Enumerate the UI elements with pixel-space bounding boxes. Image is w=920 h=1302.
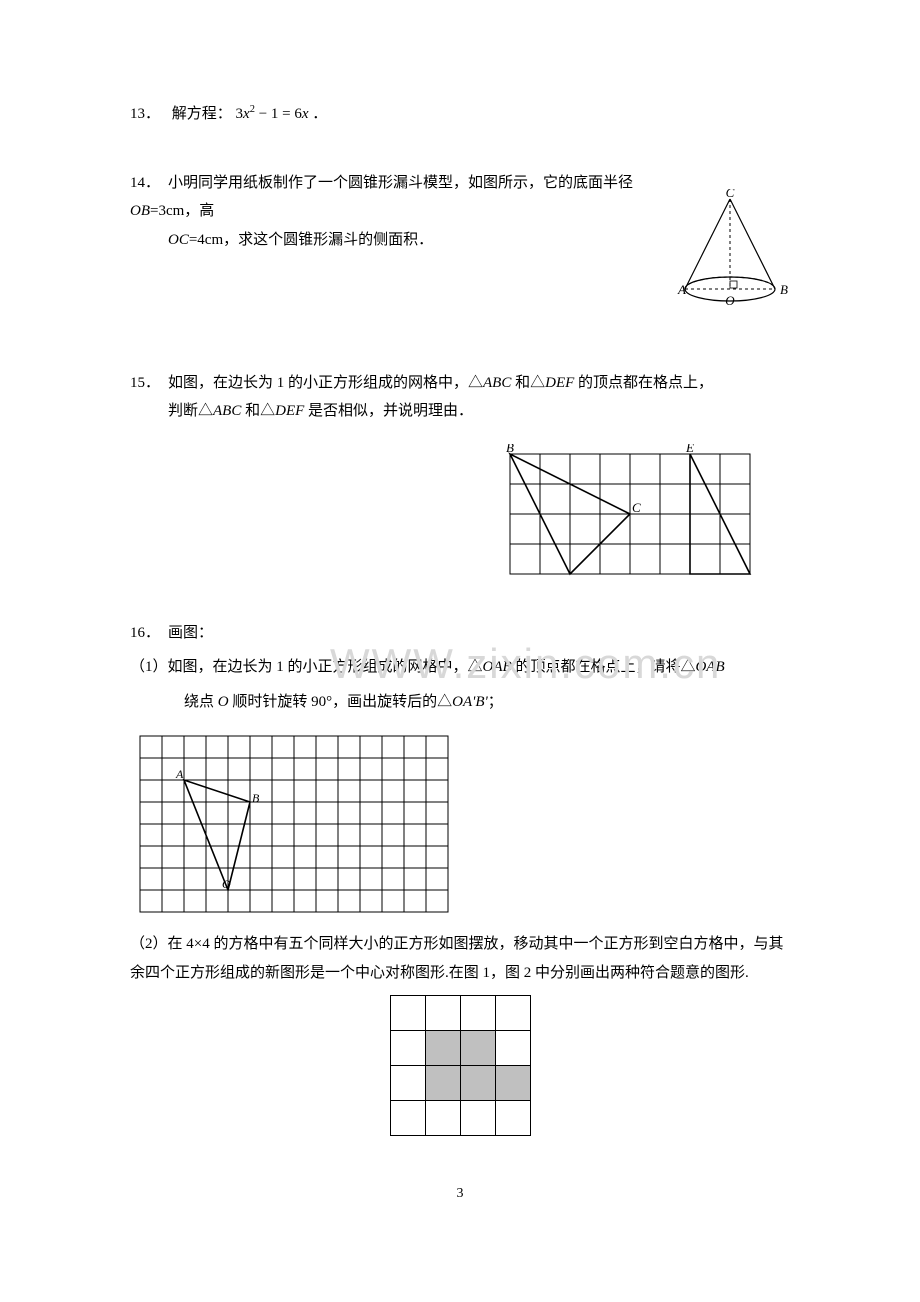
question-13: 13． 解方程： 3x2 − 1 = 6x ． <box>130 100 790 129</box>
q15-label-c: C <box>632 500 641 515</box>
q15-label-f: F <box>745 576 755 579</box>
q14-text-1: 小明同学用纸板制作了一个圆锥形漏斗模型，如图所示，它的底面半径 <box>168 175 633 191</box>
label-b: B <box>780 282 788 297</box>
q14-figure: C A B O <box>670 189 790 309</box>
q16-p2: （2）在 4×4 的方格中有五个同样大小的正方形如图摆放，移动其中一个正方形到空… <box>130 936 783 981</box>
similarity-grid: B C E A D F <box>500 444 780 579</box>
q15-text-1: 如图，在边长为 1 的小正方形组成的网格中，△ <box>168 375 483 391</box>
q15-number: 15． <box>130 369 168 398</box>
q13-equation: 3x2 − 1 = 6x <box>236 106 313 122</box>
q15-text-2: 是否相似，并说明理由． <box>304 403 473 419</box>
q16-label-b: B <box>252 791 260 805</box>
rotation-grid: A B O <box>130 726 470 926</box>
page-number: 3 <box>130 1186 790 1202</box>
question-14: C A B O 14．小明同学用纸板制作了一个圆锥形漏斗模型，如图所示，它的底面… <box>130 169 790 309</box>
question-15: 15．如图，在边长为 1 的小正方形组成的网格中，△ABC 和△DEF 的顶点都… <box>130 369 790 579</box>
q16-number: 16． <box>130 619 168 648</box>
label-c: C <box>726 189 735 200</box>
q16-title: 画图： <box>168 625 213 641</box>
q16-label-a: A <box>175 767 184 781</box>
question-16: 16．画图： （1）如图，在边长为 1 的小正方形组成的网格中，△OAB 的顶点… <box>130 619 790 1137</box>
q16-wide-grid: A B O <box>130 726 790 926</box>
q16-4x4-grid <box>390 995 531 1136</box>
q14-number: 14． <box>130 169 168 198</box>
q16-p1a: （1）如图，在边长为 1 的小正方形组成的网格中，△ <box>130 659 483 675</box>
q15-label-a: A <box>565 576 574 579</box>
cone-diagram: C A B O <box>670 189 790 309</box>
q16-label-o: O <box>222 877 231 891</box>
q14-text-2: =4cm，求这个圆锥形漏斗的侧面积． <box>189 232 433 248</box>
q14-ob: OB <box>130 203 150 219</box>
q15-label-e: E <box>685 444 694 455</box>
q13-label: 解方程： <box>172 106 232 122</box>
label-a: A <box>677 282 686 297</box>
label-o: O <box>725 293 735 308</box>
q15-label-d: D <box>685 576 696 579</box>
q14-oc: OC <box>168 232 189 248</box>
q15-label-b: B <box>506 444 514 455</box>
q13-number: 13． <box>130 100 168 129</box>
q15-figure: B C E A D F <box>500 444 790 579</box>
